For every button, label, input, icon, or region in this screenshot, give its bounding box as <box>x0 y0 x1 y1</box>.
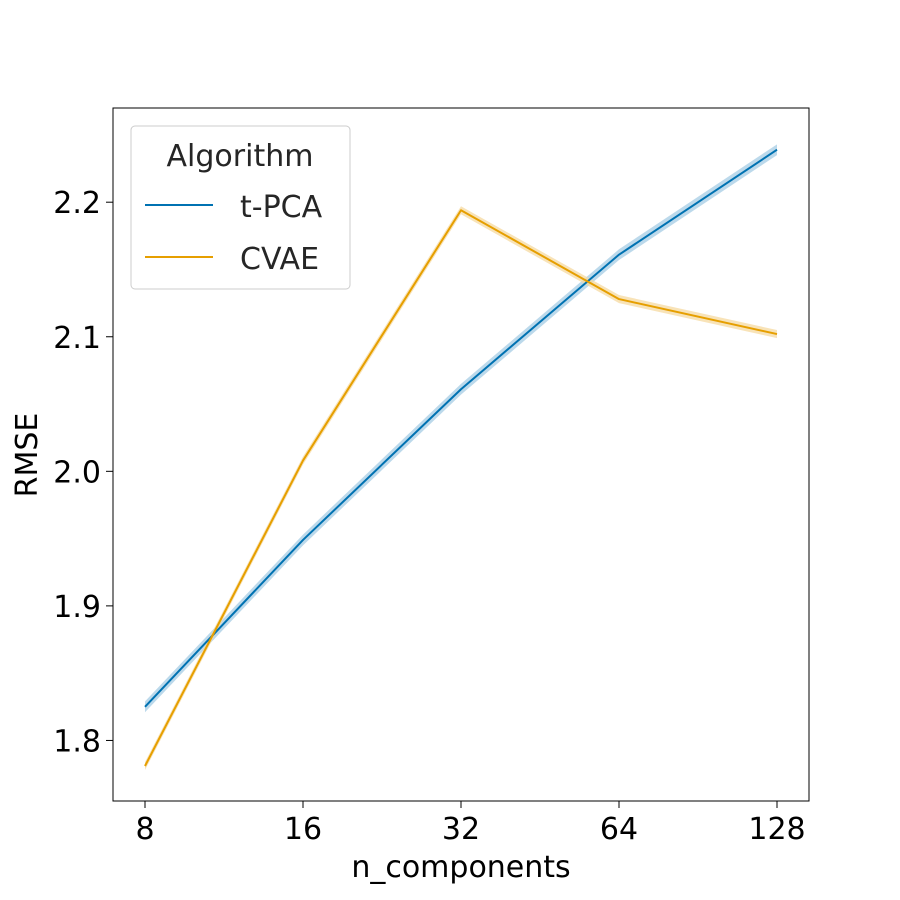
y-tick-label: 2.2 <box>53 186 101 221</box>
x-axis-label: n_components <box>351 850 570 885</box>
series-line-t-pca <box>144 148 778 708</box>
legend-label-t-pca: t-PCA <box>240 190 323 225</box>
legend: Algorithm t-PCA CVAE <box>130 125 351 290</box>
x-tick-label: 64 <box>600 812 638 847</box>
x-tick-label: 8 <box>135 812 154 847</box>
x-tick-label: 32 <box>442 812 480 847</box>
series-line-cvae <box>144 209 778 767</box>
legend-box <box>130 125 351 290</box>
legend-title: Algorithm <box>167 139 314 174</box>
band-cvae <box>145 206 777 771</box>
series-lines <box>144 148 778 767</box>
y-axis-label: RMSE <box>10 413 45 498</box>
x-tick-label: 16 <box>284 812 322 847</box>
y-tick-label: 1.8 <box>53 724 101 759</box>
y-tick-label: 1.9 <box>53 590 101 625</box>
x-axis-ticks: 8 16 32 64 128 <box>135 801 806 847</box>
y-axis-ticks: 1.8 1.9 2.0 2.1 2.2 <box>53 186 113 759</box>
y-tick-label: 2.0 <box>53 455 101 490</box>
legend-label-cvae: CVAE <box>240 242 319 277</box>
x-tick-label: 128 <box>748 812 805 847</box>
y-tick-label: 2.1 <box>53 321 101 356</box>
